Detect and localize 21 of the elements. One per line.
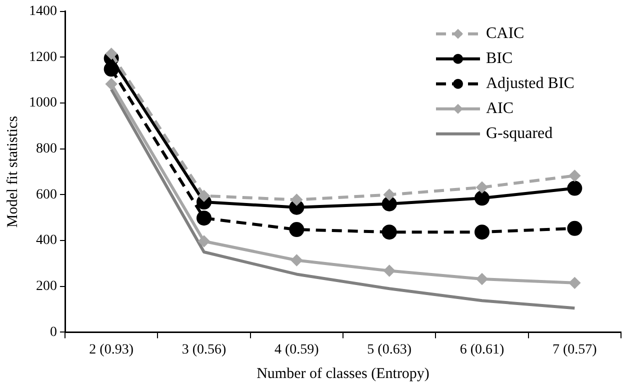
- x-axis-title: Number of classes (Entropy): [256, 366, 430, 382]
- y-tick-label: 400: [36, 233, 57, 248]
- legend-label: Adjusted BIC: [486, 75, 574, 92]
- y-tick-label: 600: [36, 187, 57, 202]
- y-tick-label: 800: [36, 142, 57, 157]
- legend-label: G-squared: [486, 125, 553, 142]
- x-tick-label: 7 (0.57): [552, 342, 598, 358]
- y-tick-label: 0: [50, 324, 57, 340]
- x-tick-label: 5 (0.63): [367, 342, 412, 358]
- legend-label: BIC: [486, 50, 513, 68]
- y-tick-label: 1200: [29, 50, 57, 65]
- y-axis-title: Model fit statistics: [4, 116, 21, 228]
- y-tick-label: 1400: [29, 4, 57, 20]
- x-tick-label: 2 (0.93): [89, 342, 134, 358]
- y-tick-label: 200: [36, 279, 57, 294]
- y-tick-label: 1000: [29, 96, 57, 111]
- legend-label: CAIC: [486, 25, 524, 42]
- x-tick-label: 3 (0.56): [182, 342, 226, 358]
- x-tick-label: 4 (0.59): [274, 342, 320, 358]
- legend-label: AIC: [486, 100, 514, 118]
- x-tick-label: 6 (0.61): [460, 342, 504, 358]
